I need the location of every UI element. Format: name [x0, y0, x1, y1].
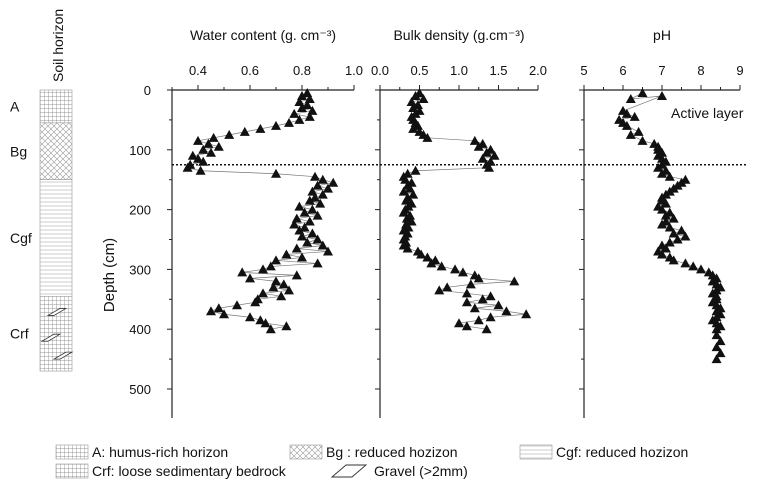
depth-tick-label: 500 [129, 382, 151, 397]
panel-title: Bulk density (g.cm⁻³) [393, 27, 524, 43]
data-point-triangle [657, 91, 667, 100]
x-tick-label: 2.0 [529, 63, 547, 78]
depth-tick-label: 400 [129, 322, 151, 337]
soil-horizon-label: A [10, 98, 20, 114]
data-point-triangle [206, 306, 216, 315]
data-point-triangle [411, 166, 421, 175]
data-point-triangle [271, 169, 281, 178]
panel-title: pH [653, 27, 671, 43]
data-point-triangle [630, 112, 640, 121]
soil-column: Soil horizon A Bg Cgf Crf [10, 9, 72, 371]
ph-panel: pH 5 6 7 8 9 [579, 27, 744, 418]
depth-tick-label: 300 [129, 262, 151, 277]
depth-axis-label: Depth (cm) [101, 238, 118, 312]
legend-swatch [56, 445, 88, 459]
legend-label: Crf: loose sedimentary bedrock [92, 463, 287, 479]
data-point-triangle [638, 88, 648, 97]
soil-horizon-label: Cgf [10, 230, 32, 246]
data-point-triangle [328, 178, 338, 187]
x-tick-label: 5 [580, 63, 587, 78]
data-point-triangle [626, 130, 636, 139]
soil-layers: A Bg Cgf Crf [10, 90, 72, 371]
depth-tick-label: 200 [129, 203, 151, 218]
data-point-triangle [434, 285, 444, 294]
data-point-triangle [474, 315, 484, 324]
x-tick-label: 1.0 [450, 63, 468, 78]
legend: A: humus-rich horizon Bg : reduced hozizo… [56, 444, 688, 479]
x-tick-label: 1.0 [345, 63, 363, 78]
legend-swatch [290, 445, 322, 459]
data-point-triangle [458, 267, 468, 276]
legend-label: A: humus-rich horizon [92, 444, 228, 460]
panel-title: Water content (g. cm⁻³) [190, 27, 336, 43]
x-tick-label: 9 [736, 63, 743, 78]
legend-gravel-swatch [332, 465, 366, 477]
soil-horizon-label: Crf [10, 326, 29, 342]
soil-horizon-band [40, 123, 72, 180]
legend-label: Bg : reduced hozizon [326, 444, 458, 460]
data-point-triangle [318, 175, 328, 184]
soil-horizon-band [40, 296, 72, 371]
data-point-triangle [688, 261, 698, 270]
legend-label: Gravel (>2mm) [374, 463, 468, 479]
x-tick-label: 7 [658, 63, 665, 78]
data-point-triangle [638, 136, 648, 145]
x-tick-label: 0.6 [241, 63, 259, 78]
legend-swatch [56, 464, 88, 478]
active-layer-annotation: Active layer [671, 105, 744, 121]
soil-horizon-band [40, 180, 72, 297]
x-tick-label: 6 [619, 63, 626, 78]
soil-horizon-band [40, 90, 72, 123]
x-tick-label: 8 [697, 63, 704, 78]
data-point-triangle [214, 142, 224, 151]
x-tick-label: 0.0 [371, 63, 389, 78]
depth-tick-label: 100 [129, 143, 151, 158]
legend-label: Cgf: reduced hozizon [556, 444, 688, 460]
data-point-triangle [680, 258, 690, 267]
water-content-panel: Water content (g. cm⁻³) 0.4 0.6 0.8 1.0 [167, 27, 363, 418]
soil-horizon-label: Bg [10, 143, 27, 159]
legend-swatch [520, 445, 552, 459]
bulk-density-panel: Bulk density (g.cm⁻³) 0.0 0.5 1.0 1.5 2.0 [371, 27, 547, 418]
data-point-triangle [279, 279, 289, 288]
x-tick-label: 0.5 [410, 63, 428, 78]
depth-tick-label: 0 [144, 83, 151, 98]
data-point-triangle [258, 264, 268, 273]
x-tick-label: 0.4 [189, 63, 207, 78]
data-point-triangle [284, 118, 294, 127]
x-tick-label: 0.8 [293, 63, 311, 78]
soil-horizon-title: Soil horizon [50, 9, 66, 82]
data-point-triangle [634, 127, 644, 136]
depth-tick-labels: 0 100 200 300 400 500 [129, 83, 151, 397]
data-point-triangle [696, 264, 706, 273]
x-tick-label: 1.5 [489, 63, 507, 78]
